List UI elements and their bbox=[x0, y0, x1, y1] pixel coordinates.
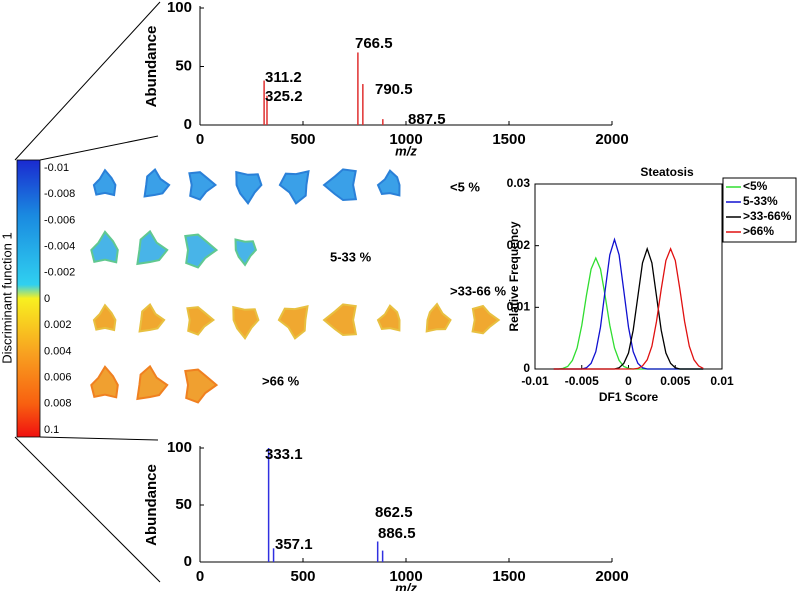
y-tick-label: 0 bbox=[184, 116, 192, 133]
colorbar-label: 0.004 bbox=[44, 345, 72, 357]
group-label: >33-66 % bbox=[450, 283, 506, 298]
y-tick-label: 0.01 bbox=[507, 300, 531, 314]
tissue-section bbox=[322, 303, 358, 337]
colorbar-label: 0.1 bbox=[44, 424, 59, 436]
x-tick-label: 1500 bbox=[492, 131, 525, 148]
x-tick-label: -0.01 bbox=[521, 374, 549, 388]
tissue-section bbox=[425, 302, 452, 333]
tissue-section bbox=[234, 238, 258, 267]
tissue-section bbox=[232, 305, 260, 341]
tissue-section bbox=[184, 233, 219, 269]
legend-label: <5% bbox=[743, 179, 768, 193]
tissue-section bbox=[278, 170, 310, 205]
tissue-section bbox=[235, 170, 263, 206]
plot-frame bbox=[534, 183, 723, 370]
tissue-section bbox=[471, 304, 501, 335]
y-tick-label: 100 bbox=[167, 0, 192, 16]
peak-label: 311.2 bbox=[265, 69, 302, 86]
colorbar-label: -0.002 bbox=[44, 267, 75, 279]
tissue-section bbox=[277, 305, 309, 340]
tissue-section bbox=[136, 229, 169, 266]
peak-label: 333.1 bbox=[265, 446, 303, 463]
y-axis-label: Abundance bbox=[143, 26, 160, 108]
x-axis-label: DF1 Score bbox=[599, 390, 659, 404]
tissue-sections bbox=[90, 168, 501, 404]
x-axis-label: m/z bbox=[395, 143, 417, 158]
x-tick-label: 0 bbox=[196, 568, 204, 585]
tissue-section bbox=[184, 368, 219, 404]
x-tick-label: 0.005 bbox=[660, 374, 690, 388]
x-tick-label: 0 bbox=[196, 131, 204, 148]
series-line bbox=[553, 247, 704, 370]
colorbar-label: -0.01 bbox=[44, 162, 69, 174]
group-label: 5-33 % bbox=[330, 249, 372, 264]
y-tick-label: 0.02 bbox=[507, 238, 531, 252]
x-tick-label: 500 bbox=[290, 568, 315, 585]
x-axis-label: m/z bbox=[395, 580, 417, 591]
tissue-section bbox=[188, 171, 218, 201]
y-axis-label: Relative Frequency bbox=[507, 221, 521, 331]
group-label: <5 % bbox=[450, 179, 480, 194]
group-label: >66 % bbox=[262, 373, 300, 388]
tissue-section bbox=[138, 303, 166, 333]
peak-label: 766.5 bbox=[355, 35, 393, 52]
colorbar-label: -0.004 bbox=[44, 241, 75, 253]
x-tick-label: -0.005 bbox=[565, 374, 599, 388]
y-tick-label: 50 bbox=[175, 496, 192, 513]
colorbar-label: -0.006 bbox=[44, 214, 75, 226]
colorbar-label: 0.006 bbox=[44, 372, 72, 384]
tissue-section bbox=[186, 306, 216, 336]
colorbar-title: Discriminant function 1 bbox=[0, 232, 14, 364]
peak-label: 357.1 bbox=[275, 536, 313, 553]
legend-label: 5-33% bbox=[743, 194, 778, 208]
tissue-section bbox=[136, 364, 169, 401]
colorbar bbox=[16, 159, 41, 438]
peak-label: 790.5 bbox=[375, 81, 413, 98]
peak-label: 886.5 bbox=[378, 525, 416, 542]
tissue-section bbox=[376, 304, 401, 332]
colorbar-label: -0.008 bbox=[44, 188, 75, 200]
y-tick-label: 100 bbox=[167, 439, 192, 456]
x-tick-label: 0.01 bbox=[710, 374, 734, 388]
peak-label: 325.2 bbox=[265, 88, 303, 105]
y-tick-label: 0.03 bbox=[507, 176, 531, 190]
x-tick-label: 0 bbox=[625, 374, 632, 388]
x-tick-label: 2000 bbox=[595, 568, 628, 585]
x-tick-label: 1500 bbox=[492, 568, 525, 585]
peak-label: 887.5 bbox=[408, 111, 446, 128]
y-tick-label: 0 bbox=[523, 361, 530, 375]
colorbar-label: 0.008 bbox=[44, 398, 72, 410]
x-tick-label: 500 bbox=[290, 131, 315, 148]
y-tick-label: 0 bbox=[184, 553, 192, 570]
colorbar-label: 0 bbox=[44, 293, 50, 305]
colorbar-label: 0.002 bbox=[44, 319, 72, 331]
y-axis-label: Abundance bbox=[143, 464, 160, 546]
tissue-section bbox=[92, 168, 117, 197]
legend-label: >66% bbox=[743, 224, 774, 238]
tissue-section bbox=[143, 168, 171, 198]
tissue-section bbox=[90, 230, 119, 264]
x-tick-label: 2000 bbox=[595, 131, 628, 148]
peak-label: 862.5 bbox=[375, 504, 413, 521]
legend-label: >33-66% bbox=[743, 209, 792, 223]
x-tick-label: 1000 bbox=[389, 568, 422, 585]
chart-title: Steatosis bbox=[640, 165, 694, 179]
x-tick-label: 1000 bbox=[389, 131, 422, 148]
zoom-lines bbox=[14, 1, 161, 583]
tissue-section bbox=[90, 365, 119, 399]
tissue-section bbox=[322, 168, 358, 202]
tissue-section bbox=[376, 169, 401, 197]
tissue-section bbox=[92, 303, 117, 332]
y-tick-label: 50 bbox=[175, 57, 192, 74]
